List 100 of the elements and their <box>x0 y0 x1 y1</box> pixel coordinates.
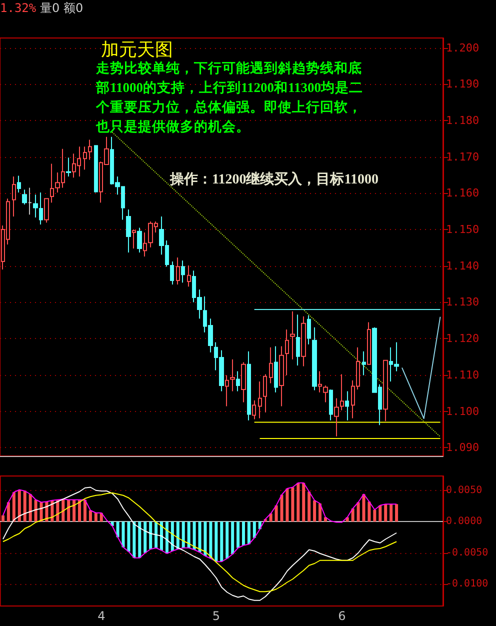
candlestick <box>252 400 256 420</box>
bar <box>280 494 284 522</box>
bar <box>286 488 289 522</box>
candlestick <box>247 350 251 421</box>
bar <box>236 522 240 548</box>
bar <box>34 500 38 522</box>
bar <box>296 482 300 522</box>
y-tick-label: 1.110 <box>446 368 480 382</box>
bar <box>313 500 316 522</box>
candlestick <box>258 380 262 419</box>
candlestick <box>241 362 246 403</box>
candlestick <box>323 384 328 403</box>
bar <box>18 490 21 522</box>
y-tick-label: 1.090 <box>446 441 480 454</box>
candlestick <box>329 388 333 421</box>
candlestick <box>312 326 317 391</box>
bar <box>154 522 158 548</box>
y-tick-label: -0.0050 <box>446 547 488 558</box>
bar <box>6 502 10 522</box>
candlestick <box>132 229 136 249</box>
candlestick <box>263 374 267 413</box>
y-tick-label: 1.100 <box>446 404 480 418</box>
bar <box>62 499 65 522</box>
bar <box>231 522 234 554</box>
candlestick <box>66 157 71 177</box>
candlestick <box>39 192 43 225</box>
candlestick <box>269 346 273 384</box>
y-tick-label: 0.0050 <box>446 484 482 496</box>
candlestick <box>126 209 131 253</box>
annotation: 操作：11200继续买入，目标11000 <box>169 172 378 188</box>
bar <box>127 522 130 552</box>
candlestick <box>230 358 235 392</box>
bar <box>378 505 382 522</box>
bar <box>373 510 376 522</box>
bar <box>28 494 32 522</box>
x-tick-label: 6 <box>338 609 346 623</box>
bar <box>1 515 4 522</box>
bar <box>362 494 366 522</box>
candlestick <box>362 350 366 376</box>
bar <box>122 522 125 548</box>
y-tick-label: 1.150 <box>446 223 480 236</box>
candlestick <box>307 314 311 345</box>
bar <box>116 522 120 538</box>
bar <box>198 522 202 552</box>
bar <box>78 500 82 522</box>
y-tick-label: 1.170 <box>446 150 480 164</box>
y-tick-label: 1.180 <box>446 114 480 128</box>
candlestick <box>296 314 300 366</box>
bar <box>88 510 92 522</box>
candlestick <box>279 346 284 407</box>
candlestick <box>28 187 32 216</box>
chart-title: 加元天图 <box>101 40 173 60</box>
y-tick-label: 1.190 <box>446 78 480 91</box>
line-series <box>2 482 398 562</box>
candlestick <box>143 232 147 257</box>
bar <box>368 502 371 522</box>
y-tick-label: 1.130 <box>446 296 480 309</box>
candlestick <box>367 322 371 365</box>
bar <box>384 504 388 522</box>
bar <box>308 492 311 522</box>
bar <box>23 491 26 522</box>
bar <box>94 512 98 522</box>
bar <box>247 522 250 544</box>
candlestick <box>170 261 174 285</box>
x-tick-label: 4 <box>98 609 106 623</box>
text: 量0 额0 <box>40 1 84 15</box>
bar <box>214 522 218 562</box>
bar <box>138 522 142 558</box>
bar <box>356 502 360 522</box>
y-tick-label: 1.160 <box>446 186 480 200</box>
candlestick <box>22 189 27 205</box>
candlestick <box>176 257 180 285</box>
bar <box>204 522 207 556</box>
candlestick <box>44 198 49 224</box>
bar <box>351 508 354 522</box>
bar <box>12 492 16 522</box>
bar <box>192 522 196 550</box>
y-tick-label: 1.140 <box>446 259 480 272</box>
candlestick <box>187 265 191 288</box>
candlestick <box>225 374 229 407</box>
x-tick-label: 5 <box>212 609 220 623</box>
candlestick <box>290 310 295 360</box>
bar <box>390 504 393 522</box>
candlestick <box>285 329 289 376</box>
y-tick-label: 1.200 <box>446 41 480 54</box>
candlestick <box>383 360 388 422</box>
candlestick <box>340 374 344 411</box>
bar <box>209 522 212 558</box>
bar <box>67 500 70 522</box>
bar <box>220 522 224 562</box>
bar <box>187 522 190 548</box>
bar <box>302 482 306 522</box>
bar <box>144 522 147 553</box>
bar <box>242 522 245 546</box>
candlestick <box>301 316 306 367</box>
candlestick <box>181 260 185 284</box>
y-tick-label: 1.120 <box>446 332 480 346</box>
candlestick <box>236 370 240 392</box>
candlestick <box>137 227 142 253</box>
candlestick <box>274 346 278 393</box>
